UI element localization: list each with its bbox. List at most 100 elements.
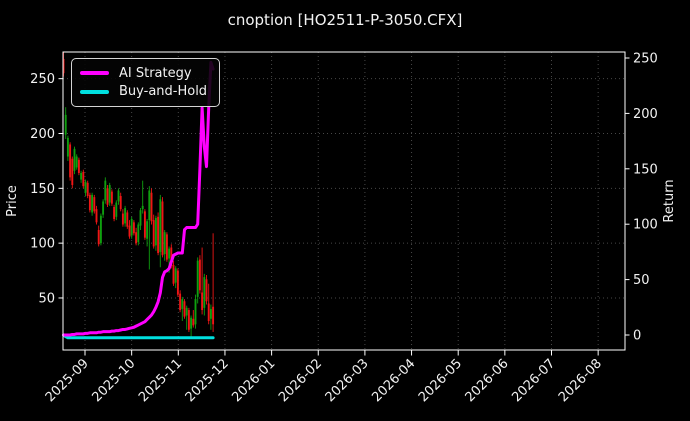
- candle-body: [80, 172, 83, 180]
- right-tick-label: 250: [633, 52, 658, 67]
- gridlines: [63, 52, 625, 350]
- candle-body: [157, 216, 160, 254]
- candle-body: [64, 114, 67, 135]
- legend-entry-buy-and-hold: Buy-and-Hold: [80, 85, 211, 98]
- candle-body: [108, 185, 111, 203]
- candle-body: [113, 206, 116, 220]
- x-tick-label: 2025-11: [136, 356, 185, 405]
- candle-body: [124, 208, 127, 224]
- candle-body: [196, 260, 199, 297]
- series-line-buy-and-hold: [62, 333, 215, 340]
- right-tick-label: 150: [633, 162, 658, 177]
- x-tick-label: 2026-04: [369, 356, 418, 405]
- legend-label-buy-and-hold: Buy-and-Hold: [119, 84, 208, 100]
- left-tick-label: 250: [30, 72, 55, 87]
- candle-body: [88, 194, 91, 211]
- legend-label-ai-strategy: AI Strategy: [119, 65, 192, 81]
- legend: AI Strategy Buy-and-Hold: [71, 58, 220, 107]
- candle-body: [95, 209, 98, 223]
- axes-border: [62, 51, 626, 351]
- right-tick-label: 0: [633, 329, 641, 344]
- candle-body: [150, 192, 153, 222]
- candle-body: [117, 190, 120, 202]
- candle-body: [77, 159, 80, 173]
- candle-body: [152, 220, 155, 247]
- candle-body: [207, 303, 210, 322]
- candle-body: [212, 306, 215, 325]
- candle-body: [128, 225, 131, 237]
- candle-body: [143, 211, 146, 238]
- right-axis-label: Return: [662, 179, 677, 222]
- x-tick-label: 2025-12: [183, 356, 232, 405]
- candle-body: [154, 217, 157, 246]
- candle-body: [104, 180, 107, 201]
- candle-body: [159, 199, 162, 252]
- candle-body: [139, 210, 142, 226]
- x-tick-label: 2026-07: [509, 356, 558, 405]
- candle-body: [126, 212, 129, 227]
- candle-body: [190, 317, 193, 329]
- candle-body: [93, 197, 96, 212]
- ai-strategy-line-swatch: [80, 71, 109, 76]
- candle-body: [183, 301, 186, 317]
- candle-body: [91, 194, 94, 213]
- left-axis-label: Price: [5, 185, 20, 217]
- candle-body: [141, 205, 144, 210]
- candle-body: [187, 310, 190, 330]
- candle-body: [135, 232, 138, 244]
- right-tick-label: 50: [633, 273, 650, 288]
- candle-body: [209, 308, 212, 319]
- candle-body: [82, 171, 85, 187]
- legend-entry-ai-strategy: AI Strategy: [80, 67, 211, 80]
- candle-body: [102, 201, 105, 215]
- candle-body: [132, 222, 135, 234]
- candle-body: [165, 234, 168, 260]
- x-tick-label: 2026-05: [416, 356, 465, 405]
- candle-body: [69, 144, 72, 178]
- candle-body: [106, 188, 109, 205]
- candle-body: [203, 277, 206, 308]
- series-line-ai-strategy: [62, 60, 215, 337]
- left-tick-label: 200: [30, 127, 55, 142]
- axis-ticks: [58, 57, 630, 356]
- candle-body: [66, 137, 69, 157]
- candle-body: [146, 221, 149, 239]
- candle-body: [181, 299, 184, 309]
- candle-body: [168, 248, 171, 259]
- candle-body: [73, 148, 76, 171]
- candle-body: [172, 265, 175, 284]
- candle-body: [174, 268, 177, 283]
- line-series: [62, 60, 215, 340]
- x-tick-label: 2026-06: [463, 356, 512, 405]
- x-tick-label: 2026-02: [276, 356, 325, 405]
- x-tick-label: 2025-10: [89, 356, 138, 405]
- plot-frame: [62, 51, 626, 351]
- candle-body: [137, 224, 140, 243]
- candle-body: [205, 279, 208, 302]
- candle-body: [97, 229, 100, 245]
- candle-body: [192, 318, 195, 326]
- x-tick-label: 2026-01: [229, 356, 278, 405]
- right-tick-label: 100: [633, 218, 658, 233]
- candle-body: [115, 202, 118, 217]
- candle-body: [130, 219, 133, 236]
- candle-body: [170, 247, 173, 267]
- candle-body: [176, 270, 179, 295]
- candle-body: [119, 196, 122, 210]
- x-tick-label: 2025-09: [43, 356, 92, 405]
- candle-body: [201, 292, 204, 311]
- candle-body: [148, 190, 151, 221]
- candle-body: [84, 181, 87, 193]
- left-tick-label: 150: [30, 182, 55, 197]
- candle-body: [179, 293, 182, 311]
- candle-body: [185, 307, 188, 316]
- left-tick-label: 100: [30, 237, 55, 252]
- candle-body: [121, 213, 124, 225]
- candle-body: [110, 191, 113, 204]
- x-tick-label: 2026-03: [323, 356, 372, 405]
- candle-body: [198, 259, 201, 291]
- candle-body: [163, 232, 166, 255]
- chart-title: cnoption [HO2511-P-3050.CFX]: [228, 11, 463, 29]
